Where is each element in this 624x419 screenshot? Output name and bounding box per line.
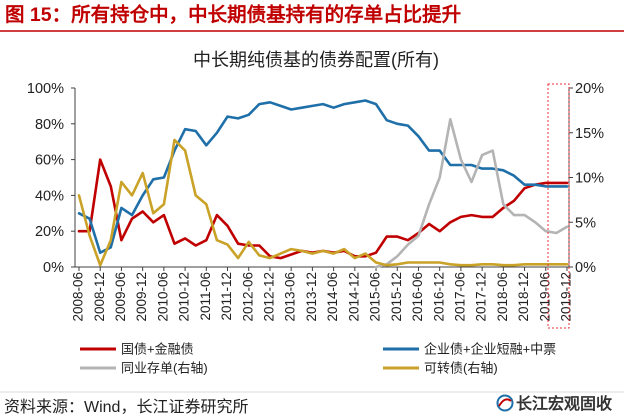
legend-item-corporate: 企业债+企业短融+中票 <box>383 342 556 357</box>
x-tick-label: 2018-12 <box>516 272 531 322</box>
highlight-box <box>547 83 570 329</box>
x-tick-label: 2011-12 <box>219 272 234 321</box>
x-tick-label: 2015-06 <box>368 272 383 322</box>
x-tick-label: 2016-06 <box>410 272 425 322</box>
legend-label: 国债+金融债 <box>121 342 194 357</box>
right-tick-label: 5% <box>575 215 596 231</box>
series-lines <box>77 99 569 269</box>
x-tick-label: 2009-06 <box>113 272 128 322</box>
x-tick-label: 2008-12 <box>92 272 107 322</box>
convertible-bonds-line <box>77 138 569 267</box>
left-tick-label: 80% <box>35 117 64 133</box>
x-tick-label: 2014-12 <box>346 272 361 322</box>
x-tick-label: 2015-12 <box>389 272 404 322</box>
right-axis-ticks: 0% 5% 10% 15% 20% <box>569 81 604 276</box>
x-tick-label: 2013-06 <box>283 272 298 322</box>
left-tick-label: 0% <box>43 260 64 276</box>
x-tick-label: 2017-12 <box>474 272 489 322</box>
x-tick-label: 2010-06 <box>155 272 170 322</box>
right-tick-label: 10% <box>575 171 604 187</box>
x-tick-label: 2016-12 <box>431 272 446 322</box>
x-axis-ticks: 2008-06 2008-12 2009-06 2009-12 2010-06 2010-… <box>71 267 574 322</box>
legend-label: 可转债(右轴) <box>424 361 498 376</box>
legend-item-convertible: 可转债(右轴) <box>383 361 498 376</box>
x-tick-label: 2012-06 <box>240 272 255 322</box>
chart-axes <box>74 88 570 268</box>
source-note: 资料来源：Wind，长江证券研究所 <box>4 398 248 416</box>
legend-item-ncd: 同业存单(右轴) <box>80 361 208 376</box>
x-tick-label: 2008-06 <box>71 272 86 322</box>
right-tick-label: 15% <box>575 126 604 142</box>
x-tick-label: 2014-06 <box>325 272 340 322</box>
right-tick-label: 0% <box>575 260 596 276</box>
logo: 长江宏观固收 <box>496 394 612 413</box>
chart-title: 中长期纯债基的债券配置(所有) <box>193 50 439 70</box>
left-tick-label: 60% <box>35 153 64 169</box>
x-tick-label: 2011-06 <box>198 272 213 321</box>
x-tick-label: 2009-12 <box>134 272 149 322</box>
x-tick-label: 2013-12 <box>304 272 319 322</box>
left-tick-label: 20% <box>35 224 64 240</box>
logo-text: 长江宏观固收 <box>516 394 612 413</box>
left-axis-ticks: 0% 20% 40% 60% 80% 100% <box>27 81 75 276</box>
legend-label: 同业存单(右轴) <box>121 361 208 376</box>
x-tick-label: 2017-06 <box>452 272 467 322</box>
right-tick-label: 20% <box>575 81 604 97</box>
legend-item-treasury-financial: 国债+金融债 <box>80 342 194 357</box>
interbank-ncd-line <box>374 118 569 269</box>
x-tick-label: 2019-06 <box>537 272 552 322</box>
left-tick-label: 40% <box>35 188 64 204</box>
legend-label: 企业债+企业短融+中票 <box>424 342 556 357</box>
logo-icon <box>496 394 514 412</box>
x-tick-label: 2018-06 <box>495 272 510 322</box>
x-tick-label: 2010-12 <box>177 272 192 322</box>
x-tick-label: 2012-12 <box>262 272 277 322</box>
corporate-bonds-line <box>77 99 569 254</box>
x-tick-label: 2019-12 <box>559 272 574 322</box>
legend: 国债+金融债 企业债+企业短融+中票 同业存单(右轴) 可转债(右轴) <box>80 342 556 376</box>
left-tick-label: 100% <box>27 81 64 97</box>
figure-caption: 图 15：所有持仓中，中长期债基持有的存单占比提升 <box>5 3 461 26</box>
